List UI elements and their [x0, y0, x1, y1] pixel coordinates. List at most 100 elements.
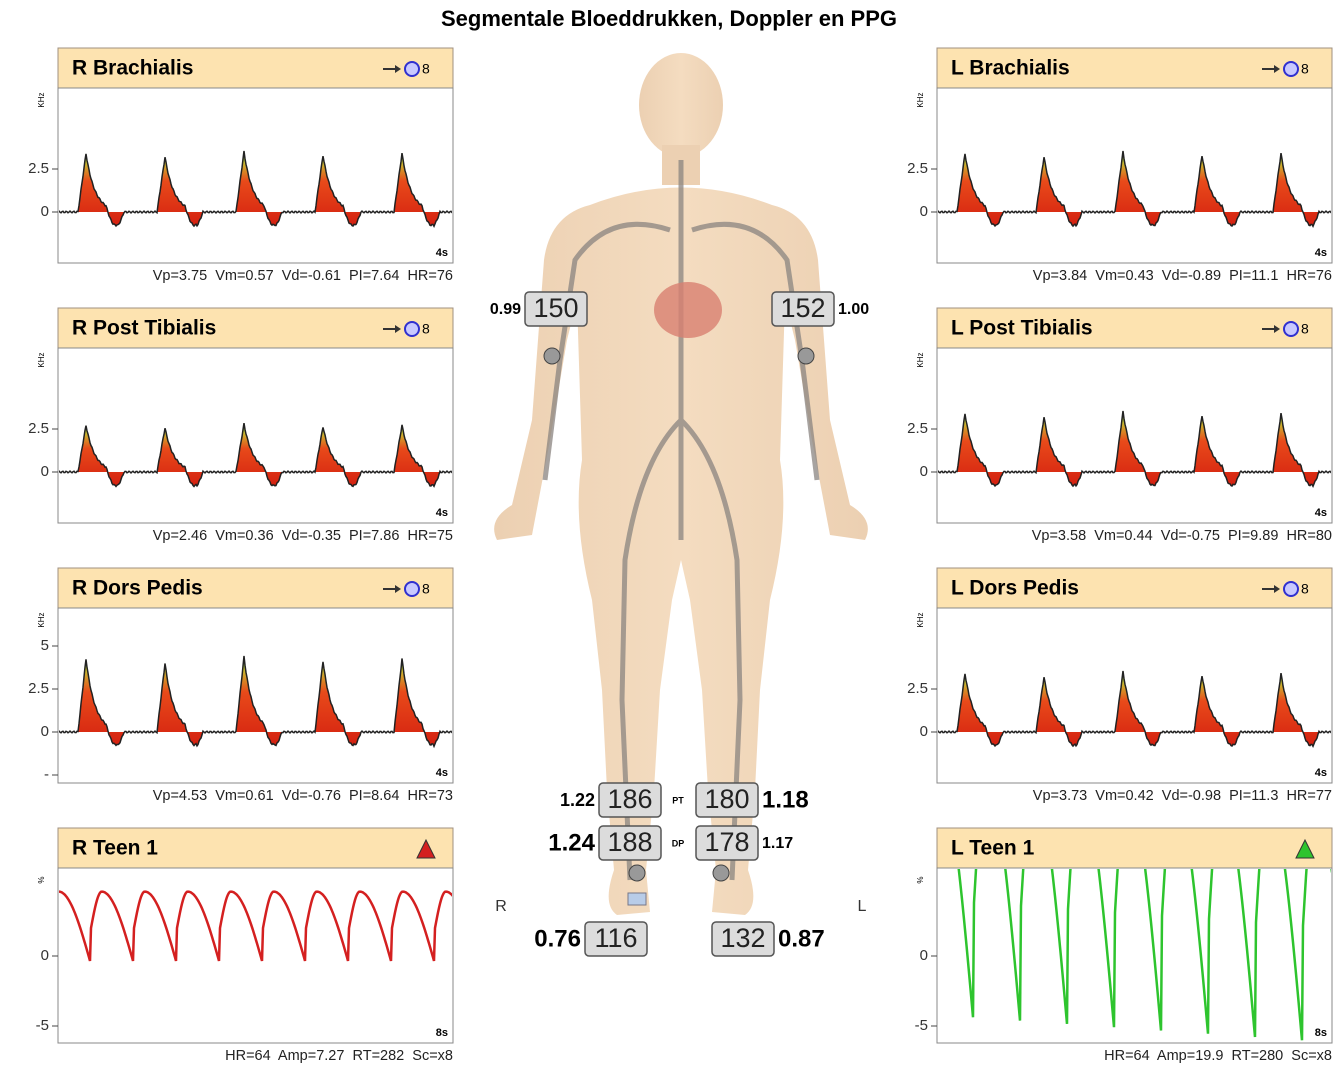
- panel-title: R Post Tibialis: [72, 317, 216, 340]
- pressure-value: 188: [607, 827, 652, 857]
- badge-circle: [405, 322, 419, 336]
- duration-label: 4s: [436, 247, 448, 259]
- y-tick-label: 2.5: [907, 420, 928, 437]
- waveform-panel: L Post Tibialis 8 2.5 0 KHz 4s Vp=3.58 Vm=0.44…: [907, 308, 1332, 544]
- badge-circle: [1284, 582, 1298, 596]
- badge-circle: [1284, 322, 1298, 336]
- y-unit: KHz: [916, 92, 925, 107]
- badge-circle: [405, 62, 419, 76]
- badge-count: 8: [1301, 581, 1309, 597]
- y-unit: KHz: [37, 352, 46, 367]
- y-tick-label: -5: [915, 1017, 928, 1034]
- pressure-index: 0.87: [778, 925, 825, 952]
- panel-title: R Dors Pedis: [72, 577, 203, 600]
- waveform-panel: R Teen 1 0 -5% 8s HR=64 Amp=7.27 RT=282 Sc=x…: [36, 828, 453, 1064]
- y-unit: KHz: [37, 612, 46, 627]
- pressure-reading: 132 0.87: [712, 922, 825, 956]
- y-tick-label: 2.5: [28, 680, 49, 697]
- waveform-panel: L Brachialis82.50KHz4sVp=3.84 Vm=0.43 Vd…: [907, 48, 1332, 284]
- y-unit: %: [916, 876, 925, 883]
- duration-label: 4s: [1315, 247, 1327, 259]
- pressure-index: 1.00: [838, 301, 869, 318]
- pressure-reading: 1861.22: [560, 783, 661, 817]
- panel-stats: Vp=3.58 Vm=0.44 Vd=-0.75 PI=9.89 HR=80: [1032, 528, 1332, 544]
- row-label: DP: [672, 838, 685, 848]
- y-tick-label: 0: [41, 947, 49, 964]
- pressure-index: 0.99: [490, 301, 521, 318]
- panel-stats: HR=64 Amp=19.9 RT=280 Sc=x8: [1104, 1048, 1332, 1064]
- row-label: PT: [672, 795, 684, 805]
- pressure-index: 1.18: [762, 786, 809, 813]
- badge-circle: [1284, 62, 1298, 76]
- duration-label: 4s: [436, 767, 448, 779]
- badge-count: 8: [422, 61, 430, 77]
- panel-title: L Post Tibialis: [951, 317, 1093, 340]
- y-tick-label: 0: [41, 463, 49, 480]
- y-tick-label: 0: [920, 463, 928, 480]
- side-label: R: [495, 898, 507, 915]
- y-tick-label: 2.5: [28, 160, 49, 177]
- y-tick-label: -: [44, 766, 49, 783]
- pressure-reading: 178 1.17: [696, 826, 793, 860]
- y-unit: KHz: [916, 352, 925, 367]
- duration-label: 4s: [1315, 767, 1327, 779]
- plot-area: [937, 608, 1332, 783]
- y-tick-label: 2.5: [907, 160, 928, 177]
- pressure-index: 1.17: [762, 835, 793, 852]
- y-tick-label: -5: [36, 1017, 49, 1034]
- pressure-reading: 152 1.00: [772, 292, 869, 326]
- pressure-value: 132: [720, 923, 765, 953]
- plot-area: [937, 88, 1332, 263]
- y-tick-label: 0: [41, 723, 49, 740]
- duration-label: 4s: [436, 507, 448, 519]
- y-tick-label: 5: [41, 637, 49, 654]
- waveform-panel: L Dors Pedis 8 2.5 0 KHz 4s Vp=3.73 Vm=0.42 Vd…: [907, 568, 1332, 804]
- y-unit: KHz: [916, 612, 925, 627]
- plot-area: [58, 608, 453, 783]
- screen: Segmentale Bloeddrukken, Doppler en PPG …: [0, 0, 1338, 1069]
- y-unit: %: [37, 876, 46, 883]
- y-tick-label: 0: [920, 723, 928, 740]
- pressure-value: 150: [533, 293, 578, 323]
- page-title: Segmentale Bloeddrukken, Doppler en PPG: [441, 6, 897, 31]
- y-tick-label: 2.5: [28, 420, 49, 437]
- waveform-panel: R Dors Pedis 8 5 2.5 0 - KHz 4s Vp=4.53 Vm=0.61 …: [28, 568, 453, 804]
- pressure-value: 178: [704, 827, 749, 857]
- panel-title: L Brachialis: [951, 57, 1070, 80]
- panel-stats: HR=64 Amp=7.27 RT=282 Sc=x8: [225, 1048, 453, 1064]
- panel-title: L Teen 1: [951, 837, 1035, 860]
- plot-area: [58, 868, 453, 1043]
- badge-count: 8: [1301, 321, 1309, 337]
- y-unit: KHz: [37, 92, 46, 107]
- y-tick-label: 0: [920, 203, 928, 220]
- badge-circle: [405, 582, 419, 596]
- panel-stats: Vp=2.46 Vm=0.36 Vd=-0.35 PI=7.86 HR=75: [153, 528, 453, 544]
- side-label: L: [858, 898, 867, 915]
- panel-title: R Teen 1: [72, 837, 158, 860]
- panel-stats: Vp=3.75 Vm=0.57 Vd=-0.61 PI=7.64 HR=76: [153, 268, 453, 284]
- pressure-reading: 1801.18: [696, 783, 809, 817]
- badge-count: 8: [422, 321, 430, 337]
- y-tick-label: 2.5: [907, 680, 928, 697]
- pressure-index: 1.22: [560, 790, 595, 810]
- duration-label: 8s: [436, 1027, 448, 1039]
- panel-stats: Vp=3.73 Vm=0.42 Vd=-0.98 PI=11.3 HR=77: [1033, 788, 1332, 804]
- badge-count: 8: [422, 581, 430, 597]
- pressure-reading: 188 1.24: [548, 826, 661, 860]
- panel-stats: Vp=4.53 Vm=0.61 Vd=-0.76 PI=8.64 HR=73: [153, 788, 453, 804]
- plot-area: [937, 348, 1332, 523]
- y-tick-label: 0: [920, 947, 928, 964]
- pressure-value: 152: [780, 293, 825, 323]
- pressure-index: 0.76: [534, 925, 581, 952]
- plot-area: [937, 868, 1332, 1043]
- plot-area: [58, 348, 453, 523]
- pressure-index: 1.24: [548, 829, 595, 856]
- waveform-panel: R Post Tibialis 8 2.5 0 KHz 4s Vp=2.46 Vm=0.36…: [28, 308, 453, 544]
- duration-label: 4s: [1315, 507, 1327, 519]
- badge-count: 8: [1301, 61, 1309, 77]
- pressure-reading: 150 0.99: [490, 292, 587, 326]
- panel-title: L Dors Pedis: [951, 577, 1079, 600]
- y-tick-label: 0: [41, 203, 49, 220]
- body-figure: [494, 53, 868, 915]
